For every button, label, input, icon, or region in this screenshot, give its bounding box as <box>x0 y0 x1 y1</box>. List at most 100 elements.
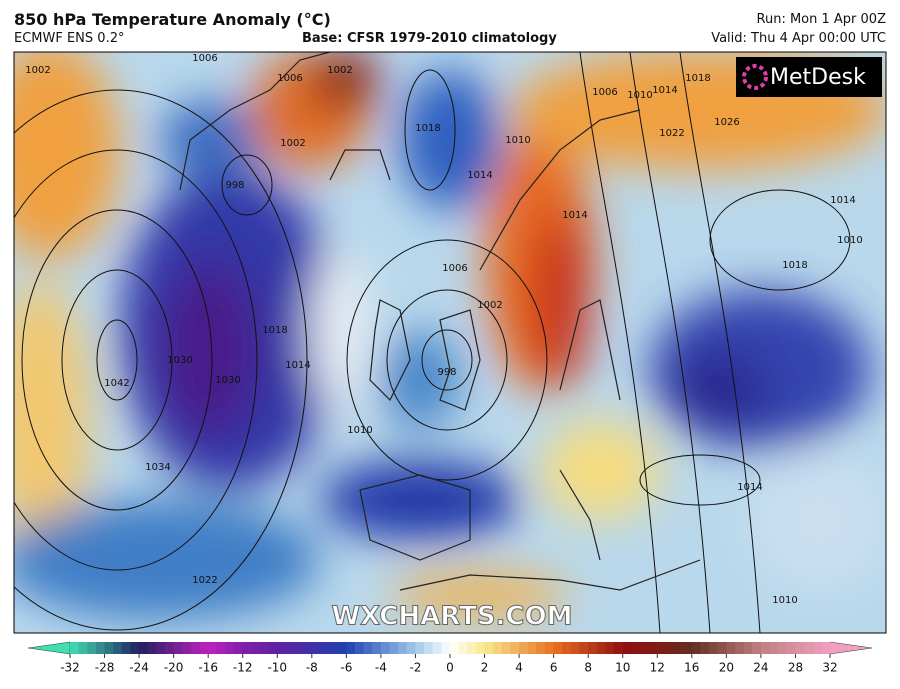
isobar-label: 1002 <box>327 65 352 76</box>
base: Base: CFSR 1979-2010 climatology <box>302 31 557 46</box>
isobar-label: 1014 <box>830 195 855 206</box>
colorbar-segment <box>786 642 796 654</box>
colorbar-tick-label: 8 <box>584 661 592 675</box>
anomaly-blob <box>540 420 660 520</box>
colorbar-segment <box>683 642 693 654</box>
colorbar-segment <box>450 642 460 654</box>
colorbar-segment <box>242 642 252 654</box>
isobar-label: 1026 <box>714 117 739 128</box>
colorbar-segment <box>631 642 641 654</box>
colorbar-segment <box>363 642 373 654</box>
isobar <box>96 319 138 401</box>
colorbar-segment <box>432 642 442 654</box>
isobar-label: 998 <box>437 367 456 378</box>
colorbar-segment <box>294 642 304 654</box>
colorbar-segment <box>173 642 183 654</box>
colorbar-segment <box>510 642 520 654</box>
colorbar-segment <box>182 642 192 654</box>
colorbar-tick-label: 16 <box>684 661 699 675</box>
anomaly-blob <box>320 460 520 540</box>
colorbar-segment <box>493 642 503 654</box>
isobar-label: 1002 <box>280 138 305 149</box>
anomaly-blob <box>400 70 500 210</box>
colorbar-tick-label: -24 <box>129 661 149 675</box>
isobar-label: 1022 <box>192 575 217 586</box>
anomaly-blob <box>670 350 770 430</box>
colorbar-segment <box>726 642 736 654</box>
isobar <box>639 454 761 506</box>
colorbar-segment <box>501 642 511 654</box>
isobar-label: 1010 <box>347 425 372 436</box>
colorbar-segment <box>70 642 80 654</box>
coastlines <box>179 52 701 591</box>
logo-box <box>736 57 882 97</box>
colorbar-segment <box>372 642 382 654</box>
colorbar-segment <box>104 642 114 654</box>
anomaly-blob <box>14 52 120 260</box>
anomaly-blob <box>380 330 460 430</box>
isobar <box>221 154 273 216</box>
isobar-label: 1006 <box>592 87 617 98</box>
anomaly-blob <box>14 280 90 560</box>
isobar-label: 1014 <box>652 85 677 96</box>
colorbar-segment <box>545 642 555 654</box>
valid: Valid: Thu 4 Apr 00:00 UTC <box>711 31 886 46</box>
colorbar-segment <box>260 642 270 654</box>
isobar-label: 1006 <box>442 263 467 274</box>
colorbar-segment <box>596 642 606 654</box>
anomaly-blob <box>750 450 886 590</box>
colorbar-segment <box>380 642 391 654</box>
colorbar-segment <box>622 642 632 654</box>
colorbar-segment <box>78 642 88 654</box>
isobar <box>14 149 258 571</box>
isobar <box>709 189 851 291</box>
colorbar-tick-label: -28 <box>95 661 115 675</box>
anomaly-blob <box>530 210 590 390</box>
isobar <box>404 69 456 191</box>
colorbar-segment <box>665 642 676 654</box>
colorbar-segment <box>570 642 581 654</box>
colorbar-right-cap <box>829 641 873 655</box>
anomaly-blob <box>390 573 570 617</box>
colorbar-tick-label: -2 <box>409 661 421 675</box>
colorbar-segment <box>769 642 779 654</box>
isobar <box>386 289 508 431</box>
isobar-label: 1042 <box>104 378 129 389</box>
colorbar-segment <box>87 642 97 654</box>
colorbar-segment <box>579 642 589 654</box>
colorbar-segment <box>208 642 218 654</box>
colorbar-segment <box>527 642 537 654</box>
colorbar-tick-label: 24 <box>753 661 768 675</box>
isobar-label: 1006 <box>277 73 302 84</box>
isobar <box>421 329 473 391</box>
isobar-label: 1014 <box>467 170 492 181</box>
colorbar-tick-label: 2 <box>481 661 489 675</box>
colorbar-segment <box>484 642 494 654</box>
isobar-label: 1030 <box>215 375 240 386</box>
isobar <box>629 52 711 633</box>
isobar-label: 1018 <box>685 73 710 84</box>
colorbar-tick-label: -16 <box>198 661 218 675</box>
isobar <box>61 269 173 451</box>
isobar-label: 1010 <box>505 135 530 146</box>
isobar-label: 1010 <box>627 90 652 101</box>
map-frame <box>13 51 887 634</box>
colorbar-segment <box>441 642 451 654</box>
colorbar-segment <box>458 642 468 654</box>
colorbar-segment <box>804 642 814 654</box>
logo-icon <box>742 64 768 90</box>
colorbar-segment <box>156 642 166 654</box>
colorbar-segment <box>691 642 701 654</box>
colorbar-segment <box>519 642 529 654</box>
colorbar-segment <box>165 642 175 654</box>
colorbar-tick-label: 32 <box>822 661 837 675</box>
logo: MetDesk <box>770 65 866 90</box>
colorbar-tick-label: -32 <box>60 661 80 675</box>
colorbar-segment <box>389 642 399 654</box>
colorbar-segment <box>778 642 788 654</box>
anomaly-blob <box>160 100 260 180</box>
colorbar-left-cap <box>27 641 71 655</box>
colorbar-segment <box>640 642 650 654</box>
colorbar-segment <box>190 642 201 654</box>
